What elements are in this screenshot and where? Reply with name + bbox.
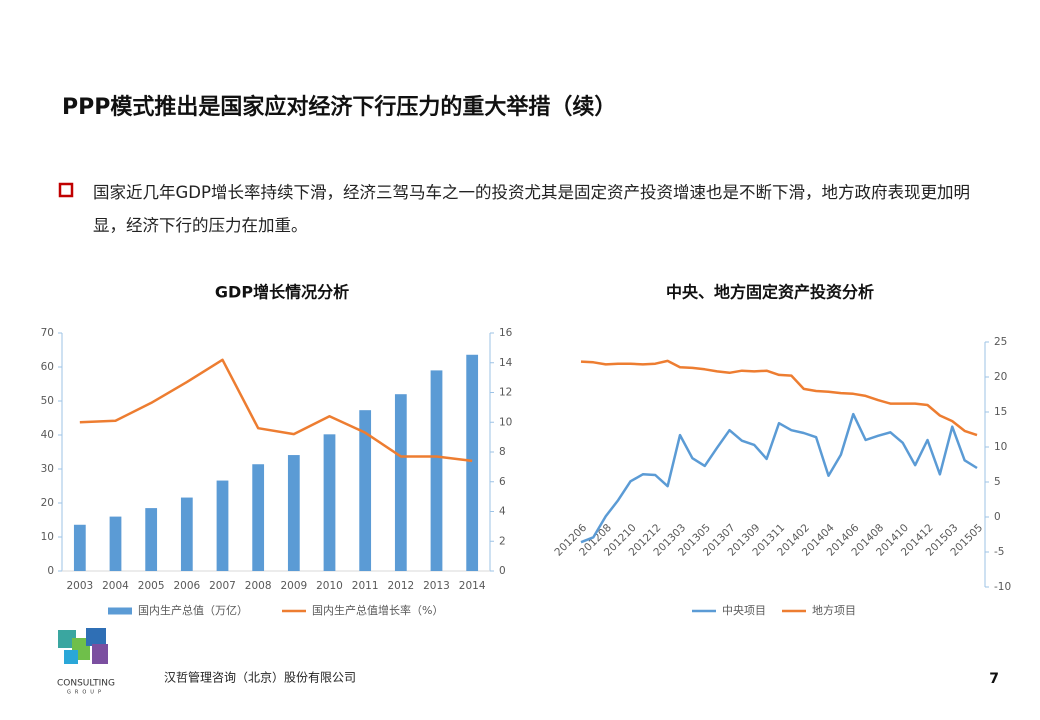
bar [323, 434, 336, 571]
legend-label: 中央项目 [722, 604, 766, 617]
y2-tick-label: 0 [499, 565, 506, 577]
y2-tick-label: 14 [499, 357, 513, 369]
bar [466, 354, 479, 571]
logo-group: GROUP [67, 690, 105, 696]
chart-title: 中央、地方固定资产投资分析 [666, 283, 874, 302]
x-tick-label: 2011 [352, 580, 379, 592]
x-tick-label: 2014 [459, 580, 486, 592]
logo [58, 628, 108, 664]
page-number: 7 [989, 671, 999, 687]
x-tick-label: 2004 [102, 580, 129, 592]
y-tick-label: 0 [47, 565, 54, 577]
y2-tick-label: 12 [499, 387, 512, 399]
bar [109, 516, 122, 571]
bar [287, 455, 300, 571]
bullet-marker [58, 182, 74, 198]
line [79, 358, 473, 463]
y-tick-label: 40 [41, 429, 54, 441]
x-tick-label: 2006 [173, 580, 200, 592]
x-tick-label: 2009 [280, 580, 307, 592]
y2-tick-label: 10 [499, 416, 512, 428]
x-tick-label: 2008 [245, 580, 272, 592]
y-tick-label: 70 [41, 327, 54, 339]
bar [180, 497, 193, 571]
legend-label: 国内生产总值（万亿） [138, 603, 248, 617]
legend-label: 国内生产总值增长率（%） [312, 603, 443, 617]
slide-title: PPP模式推出是国家应对经济下行压力的重大举措（续） [62, 94, 616, 120]
y-tick-label: 50 [41, 395, 54, 407]
y2-tick-label: 5 [994, 476, 1001, 488]
footer-company: 汉哲管理咨询（北京）股份有限公司 [164, 670, 356, 685]
y-tick-label: 30 [41, 463, 54, 475]
bullet-text: 国家近几年GDP增长率持续下滑，经济三驾马车之一的投资尤其是固定资产投资增速也是… [93, 183, 970, 235]
x-tick-label: 2005 [138, 580, 165, 592]
bar [359, 410, 372, 571]
y2-tick-label: -5 [994, 546, 1004, 558]
y2-tick-label: 6 [499, 476, 506, 488]
x-tick-label: 2010 [316, 580, 343, 592]
y2-tick-label: 8 [499, 446, 506, 458]
y2-tick-label: 0 [994, 511, 1001, 523]
legend-label: 地方项目 [812, 603, 856, 617]
bar [145, 508, 158, 571]
y-tick-label: 20 [41, 497, 54, 509]
bar [252, 464, 265, 571]
y2-tick-label: 25 [994, 336, 1007, 348]
bar [73, 524, 86, 571]
y2-tick-label: 2 [499, 535, 506, 547]
y2-tick-label: 15 [994, 406, 1007, 418]
legend-swatch [108, 607, 132, 615]
x-tick-label: 2007 [209, 580, 236, 592]
bar [430, 370, 443, 571]
logo-name: CONSULTING [57, 679, 115, 689]
y2-tick-label: -10 [994, 581, 1011, 593]
line [580, 359, 978, 437]
line [580, 412, 978, 544]
bar [216, 480, 229, 571]
y2-tick-label: 10 [994, 441, 1007, 453]
x-tick-label: 2003 [66, 580, 93, 592]
y-tick-label: 10 [41, 531, 54, 543]
x-tick-label: 2013 [423, 580, 450, 592]
y2-tick-label: 20 [994, 371, 1007, 383]
y-tick-label: 60 [41, 361, 54, 373]
chart-title: GDP增长情况分析 [215, 283, 349, 302]
y2-tick-label: 16 [499, 327, 513, 339]
y2-tick-label: 4 [499, 506, 506, 518]
x-tick-label: 2012 [387, 580, 414, 592]
bar [394, 394, 407, 571]
